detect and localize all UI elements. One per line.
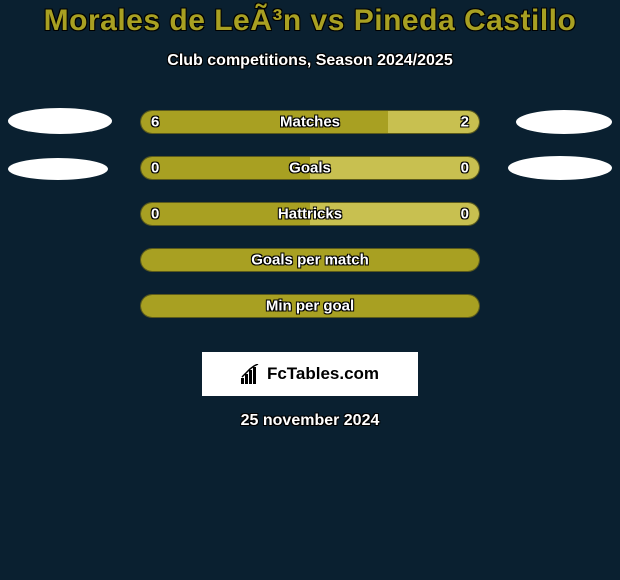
stat-bar-left: 6 [141, 111, 388, 133]
player-right-ellipse [516, 110, 612, 134]
stat-value-left: 0 [151, 206, 159, 223]
stat-value-left: 6 [151, 114, 159, 131]
stat-row: 62Matches [0, 110, 620, 156]
page-title: Morales de LeÃ³n vs Pineda Castillo [0, 4, 620, 38]
stat-bar-left: 0 [141, 203, 310, 225]
stat-bar-right: 0 [310, 157, 479, 179]
stat-value-right: 0 [461, 206, 469, 223]
stat-value-right: 0 [461, 160, 469, 177]
attribution-logo-icon [241, 364, 263, 384]
stat-bar-left [141, 249, 479, 271]
stat-bar-left [141, 295, 479, 317]
stat-bar-right: 2 [388, 111, 479, 133]
player-right-ellipse [508, 156, 612, 180]
stat-row: Goals per match [0, 248, 620, 294]
stat-row: 00Hattricks [0, 202, 620, 248]
stat-bar-right: 0 [310, 203, 479, 225]
stat-value-right: 2 [461, 114, 469, 131]
stat-row: 00Goals [0, 156, 620, 202]
stat-bar: Goals per match [140, 248, 480, 272]
player-left-ellipse [8, 158, 108, 180]
date-label: 25 november 2024 [0, 412, 620, 430]
stat-bar: 00Goals [140, 156, 480, 180]
stat-value-left: 0 [151, 160, 159, 177]
stat-bar: Min per goal [140, 294, 480, 318]
attribution-badge: FcTables.com [202, 352, 418, 396]
stat-bar: 62Matches [140, 110, 480, 134]
player-left-ellipse [8, 108, 112, 134]
stat-rows: 62Matches00Goals00HattricksGoals per mat… [0, 110, 620, 340]
attribution-text: FcTables.com [267, 364, 379, 384]
stat-bar: 00Hattricks [140, 202, 480, 226]
stat-bar-left: 0 [141, 157, 310, 179]
comparison-infographic: Morales de LeÃ³n vs Pineda Castillo Club… [0, 0, 620, 580]
page-subtitle: Club competitions, Season 2024/2025 [0, 52, 620, 70]
stat-row: Min per goal [0, 294, 620, 340]
